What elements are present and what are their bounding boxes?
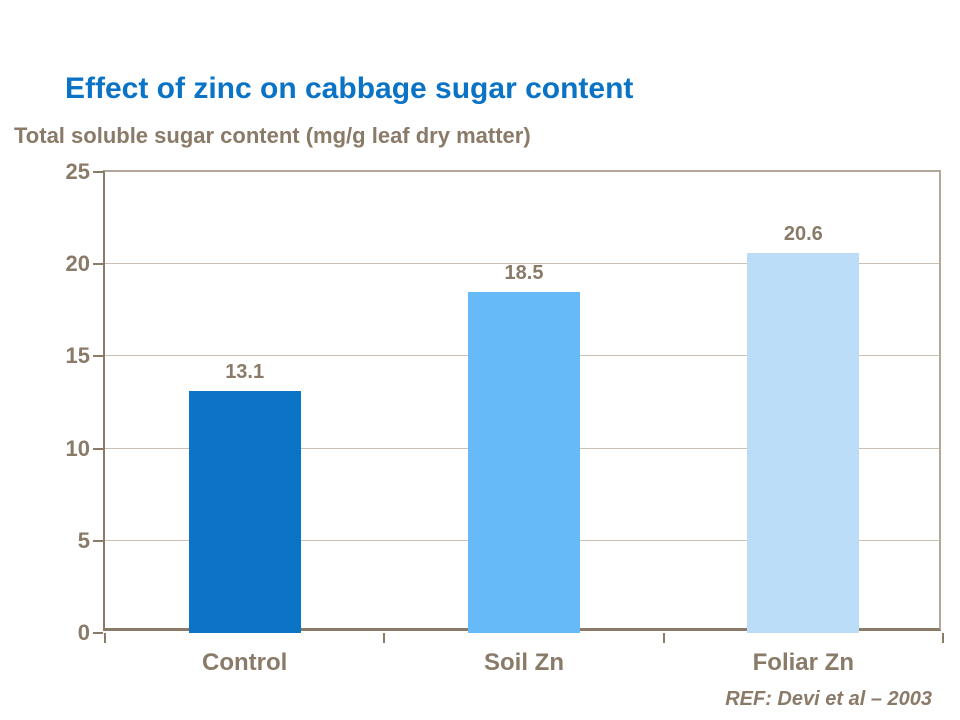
- y-tick-mark-10: [93, 447, 103, 450]
- y-tick-label-0: 0: [77, 620, 90, 645]
- y-tick-label-5: 5: [77, 527, 90, 553]
- y-tick-mark-5: [93, 539, 103, 542]
- bar-value-foliar-zn: 20.6: [783, 223, 823, 246]
- bar-value-control: 13.1: [225, 361, 265, 384]
- y-tick-mark-20: [93, 263, 103, 266]
- x-tick-mark-2: [662, 633, 665, 643]
- bar-foliar-zn: [747, 253, 860, 633]
- x-tick-mark-1: [383, 633, 386, 643]
- y-tick-label-25: 25: [65, 159, 90, 184]
- bar-soil-zn: [468, 291, 580, 633]
- reference-citation: REF: Devi et al – 2003: [725, 688, 932, 710]
- x-tick-mark-0: [104, 633, 106, 643]
- gridline-20: [105, 263, 939, 265]
- y-tick-mark-25: [93, 171, 103, 173]
- y-tick-label-20: 20: [65, 251, 90, 277]
- y-tick-mark-15: [93, 355, 103, 358]
- bar-value-soil-zn: 18.5: [504, 261, 544, 284]
- chart-title: Effect of zinc on cabbage sugar content: [65, 72, 634, 105]
- bar-control: [188, 391, 301, 633]
- y-tick-label-15: 15: [65, 343, 90, 369]
- y-axis-title: Total soluble sugar content (mg/g leaf d…: [14, 123, 531, 148]
- x-axis-label-foliar-zn: Foliar Zn: [752, 649, 854, 676]
- plot-area: 0 5 10 15 20 25 13.1 Control 18.5 Soil Zn 20.6 Foli…: [66, 161, 944, 676]
- y-tick-mark-0: [93, 632, 103, 634]
- x-axis-label-control: Control: [202, 649, 288, 676]
- x-axis-label-soil-zn: Soil Zn: [483, 649, 564, 676]
- y-tick-label-10: 10: [65, 435, 90, 461]
- x-tick-mark-3: [942, 633, 944, 643]
